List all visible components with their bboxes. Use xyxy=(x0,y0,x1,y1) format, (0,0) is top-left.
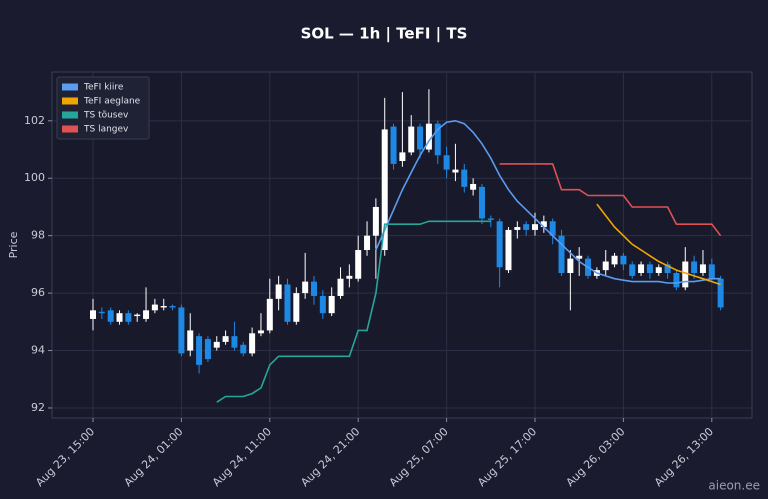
legend-swatch xyxy=(62,111,78,119)
candle-body xyxy=(240,344,247,354)
candle-body xyxy=(222,336,229,342)
candle-body xyxy=(496,221,503,268)
candle-body xyxy=(558,235,565,273)
y-tick-label: 100 xyxy=(24,171,45,184)
candle-body xyxy=(328,295,335,314)
candle-body xyxy=(682,261,689,288)
candle-body xyxy=(602,261,609,271)
candle-body xyxy=(169,306,176,308)
candle-body xyxy=(390,126,397,164)
candle-body xyxy=(523,224,530,230)
candle-body xyxy=(134,314,141,317)
candle-body xyxy=(178,307,185,354)
candle-body xyxy=(275,284,282,299)
candle-body xyxy=(549,221,556,236)
candle-body xyxy=(399,152,406,162)
y-tick-label: 94 xyxy=(31,344,45,357)
candle-body xyxy=(408,126,415,153)
candle-body xyxy=(293,293,300,322)
y-tick-label: 92 xyxy=(31,401,45,414)
candle-body xyxy=(302,281,309,294)
candle-body xyxy=(646,264,653,273)
legend-label: TS tõusev xyxy=(83,111,129,121)
indicator-line xyxy=(499,163,722,237)
candle-body xyxy=(151,304,158,311)
candle-body xyxy=(143,310,150,319)
candle-body xyxy=(638,264,645,273)
y-tick-label: 102 xyxy=(24,114,45,127)
candle-body xyxy=(461,169,468,187)
candle-body xyxy=(417,126,424,150)
candle-body xyxy=(708,264,715,279)
candle-body xyxy=(319,295,326,314)
candle-body xyxy=(231,336,238,348)
candle-body xyxy=(611,255,618,265)
candle-body xyxy=(673,272,680,288)
candle-body xyxy=(620,255,627,265)
candle-body xyxy=(699,264,706,273)
indicator-line xyxy=(375,119,721,284)
candle-body xyxy=(213,341,220,348)
candle-body xyxy=(505,229,512,271)
candle-body xyxy=(355,250,362,279)
candle-body xyxy=(187,330,194,351)
candle-body xyxy=(257,330,264,334)
candle-body xyxy=(116,313,123,322)
legend-label: TS langev xyxy=(83,125,129,135)
candle-body xyxy=(434,123,441,156)
candle-body xyxy=(311,281,317,296)
legend-swatch xyxy=(62,125,78,133)
candle-body xyxy=(284,284,291,322)
candle-body xyxy=(196,336,203,365)
y-tick-label: 98 xyxy=(31,229,45,242)
candle-body xyxy=(452,169,459,173)
candle-body xyxy=(337,278,344,296)
candle-body xyxy=(470,183,477,190)
candle-body xyxy=(204,339,211,360)
candle-body xyxy=(514,227,521,230)
candle-body xyxy=(125,313,132,322)
legend-label: TeFI aeglane xyxy=(83,97,141,107)
candle-body xyxy=(372,206,379,236)
candle-body xyxy=(717,278,724,308)
candle-body xyxy=(381,129,388,251)
candle-body xyxy=(364,235,371,251)
candle-body xyxy=(443,155,450,170)
candle-body xyxy=(567,258,574,273)
candle-body xyxy=(425,123,432,150)
candle-body xyxy=(664,264,671,273)
candle-body xyxy=(532,224,538,230)
candle-body xyxy=(98,311,105,314)
legend-box xyxy=(56,76,150,140)
chart-title: SOL — 1h | TeFI | TS xyxy=(301,25,468,44)
candle-body xyxy=(487,218,494,220)
candle-body xyxy=(478,186,485,219)
y-tick-label: 96 xyxy=(31,286,45,299)
candle-body xyxy=(160,306,167,308)
candle-body xyxy=(540,221,547,228)
legend-swatch xyxy=(62,83,78,91)
y-axis-label: Price xyxy=(7,231,20,258)
candle-body xyxy=(629,264,636,276)
legend-swatch xyxy=(62,97,78,105)
candle-body xyxy=(691,261,698,273)
candle-body xyxy=(90,310,96,319)
indicator-line xyxy=(596,203,721,286)
candle-body xyxy=(576,255,583,259)
candle-body xyxy=(655,267,662,273)
legend-label: TeFI kiire xyxy=(83,83,124,93)
candle-body xyxy=(266,298,273,331)
candle-body xyxy=(249,333,256,354)
watermark: aieon.ee xyxy=(708,479,760,493)
indicator-line xyxy=(216,220,491,403)
candle-body xyxy=(107,310,114,322)
candle-body xyxy=(346,275,353,279)
